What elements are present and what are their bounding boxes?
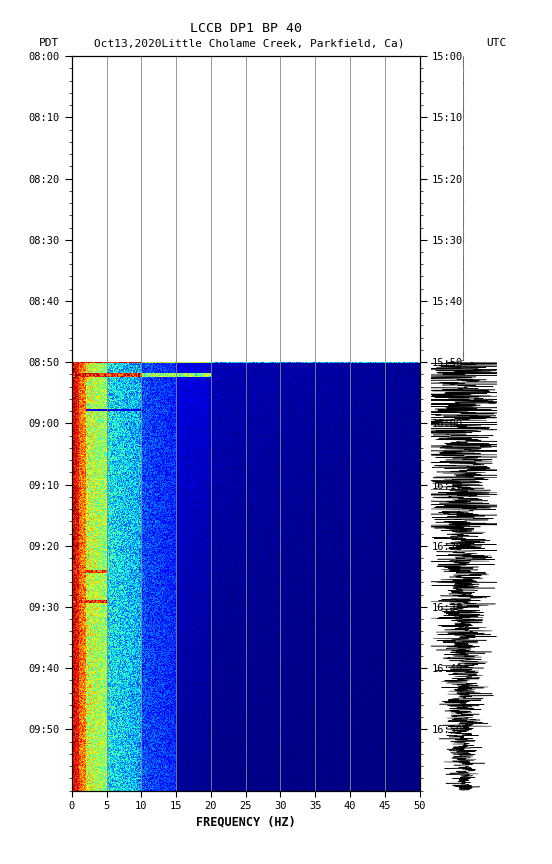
Text: UTC: UTC (486, 38, 506, 48)
X-axis label: FREQUENCY (HZ): FREQUENCY (HZ) (196, 815, 295, 828)
Text: LCCB DP1 BP 40: LCCB DP1 BP 40 (190, 22, 301, 35)
Text: PDT: PDT (39, 38, 59, 48)
Text: Oct13,2020Little Cholame Creek, Parkfield, Ca): Oct13,2020Little Cholame Creek, Parkfiel… (94, 38, 404, 48)
